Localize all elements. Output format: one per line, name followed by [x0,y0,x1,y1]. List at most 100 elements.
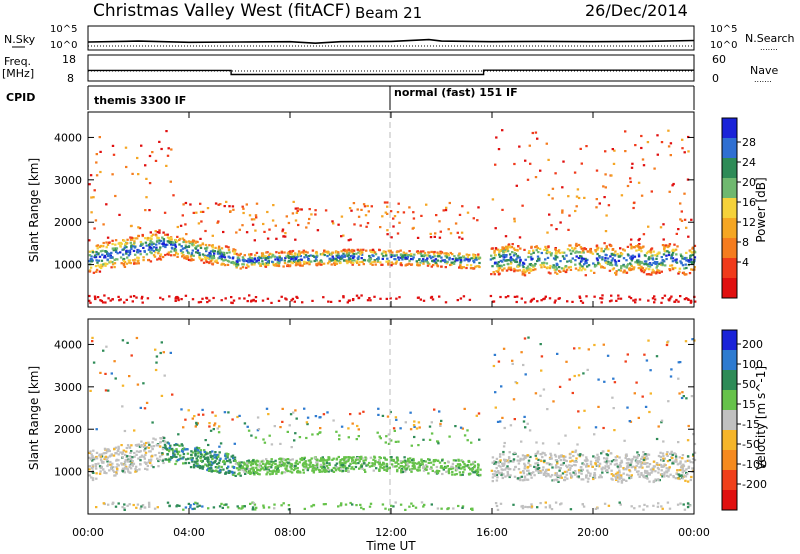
range-cell [595,459,598,462]
range-cell [513,418,516,421]
range-cell [580,255,583,258]
range-cell [470,257,473,260]
range-cell [520,440,523,443]
range-cell [530,472,533,475]
range-cell [652,262,655,265]
range-cell [671,453,674,456]
range-cell [617,473,621,477]
range-cell [451,258,454,261]
range-cell [674,453,677,456]
range-cell [325,462,329,465]
range-cell [651,258,655,261]
range-cell [506,474,509,477]
range-cell [117,502,120,505]
range-cell [446,261,449,264]
range-cell [178,504,181,507]
range-cell [606,257,610,260]
colorbar-swatch [722,470,737,491]
range-cell [280,460,284,463]
range-cell [369,249,372,252]
range-cell [469,267,473,270]
range-cell [342,463,345,467]
range-cell [471,267,474,270]
range-cell [390,456,393,459]
range-cell [213,424,216,427]
range-cell [668,268,671,271]
range-cell [287,461,290,464]
range-cell [644,405,648,408]
range-cell [314,465,317,468]
range-cell [641,158,645,161]
ytick-label: 2000 [54,216,82,229]
range-cell [668,190,671,193]
range-cell [519,247,522,250]
range-cell [671,184,674,187]
range-cell [96,261,99,264]
range-cell [349,413,352,416]
range-cell [692,454,695,457]
range-cell [94,256,98,259]
range-cell [156,236,159,239]
range-cell [649,251,653,254]
range-cell [556,462,559,465]
range-cell [180,443,183,446]
range-cell [359,503,362,506]
range-cell [220,263,223,266]
range-cell [660,256,663,259]
range-cell [143,461,147,464]
range-cell [130,236,134,239]
range-cell [384,211,387,214]
range-cell [277,299,281,302]
range-cell [156,239,159,242]
range-cell [410,444,413,447]
range-cell [648,480,651,483]
range-cell [148,209,151,212]
range-cell [96,296,100,299]
range-cell [141,504,145,507]
range-cell [438,236,442,239]
range-cell [604,173,607,176]
range-cell [620,477,623,480]
range-cell [316,229,320,232]
range-cell [397,256,400,259]
range-cell [234,474,237,477]
range-cell [604,150,607,153]
range-cell [547,462,550,465]
range-cell [601,467,604,471]
range-cell [434,232,437,235]
range-cell [254,463,258,466]
range-cell [601,266,605,269]
range-cell [381,215,384,218]
range-cell [430,503,433,506]
range-cell [384,507,387,510]
range-cell [551,479,554,482]
range-cell [499,420,502,423]
range-cell [463,259,466,262]
range-cell [140,297,143,300]
range-cell [491,456,495,459]
range-cell [472,256,476,259]
range-cell [657,425,660,428]
range-cell [192,258,195,261]
range-cell [660,301,663,304]
range-cell [561,209,564,212]
range-cell [640,270,644,273]
range-cell [304,467,307,470]
range-cell [174,296,178,300]
range-cell [609,261,613,264]
range-cell [206,456,209,459]
range-cell [297,263,300,266]
range-cell [524,258,527,261]
range-cell [543,471,547,474]
range-cell [208,261,211,264]
range-cell [345,459,348,462]
colorbar-swatch [722,278,737,299]
range-cell [495,473,499,476]
range-cell [412,459,415,462]
range-cell [229,210,232,213]
range-cell [554,248,557,251]
range-cell [610,174,613,177]
range-cell [617,297,620,300]
range-cell [95,270,98,273]
range-cell [144,209,147,212]
